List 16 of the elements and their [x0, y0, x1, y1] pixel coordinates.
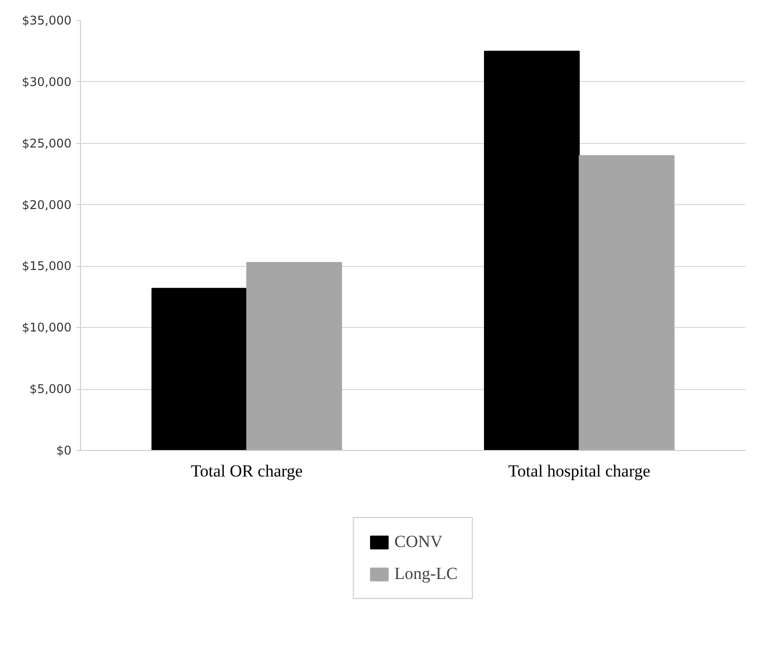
legend-label: CONV: [394, 532, 443, 552]
y-tick-label: $5,000: [30, 382, 72, 396]
y-tick-label: $15,000: [22, 259, 72, 274]
bar: [151, 288, 248, 450]
x-tick-label: Total OR charge: [190, 462, 303, 480]
y-tick-label: $20,000: [22, 198, 72, 212]
y-tick-label: $35,000: [22, 14, 72, 28]
y-tick-label: $0: [56, 444, 72, 458]
legend-label: Long-LC: [394, 564, 458, 584]
y-tick-label: $25,000: [22, 136, 72, 150]
bar: [246, 262, 342, 450]
bar: [578, 155, 675, 450]
y-tick-label: $30,000: [22, 74, 72, 89]
bar: [484, 50, 580, 450]
x-tick-label: Total hospital charge: [508, 462, 650, 480]
y-tick-label: $10,000: [22, 320, 72, 335]
